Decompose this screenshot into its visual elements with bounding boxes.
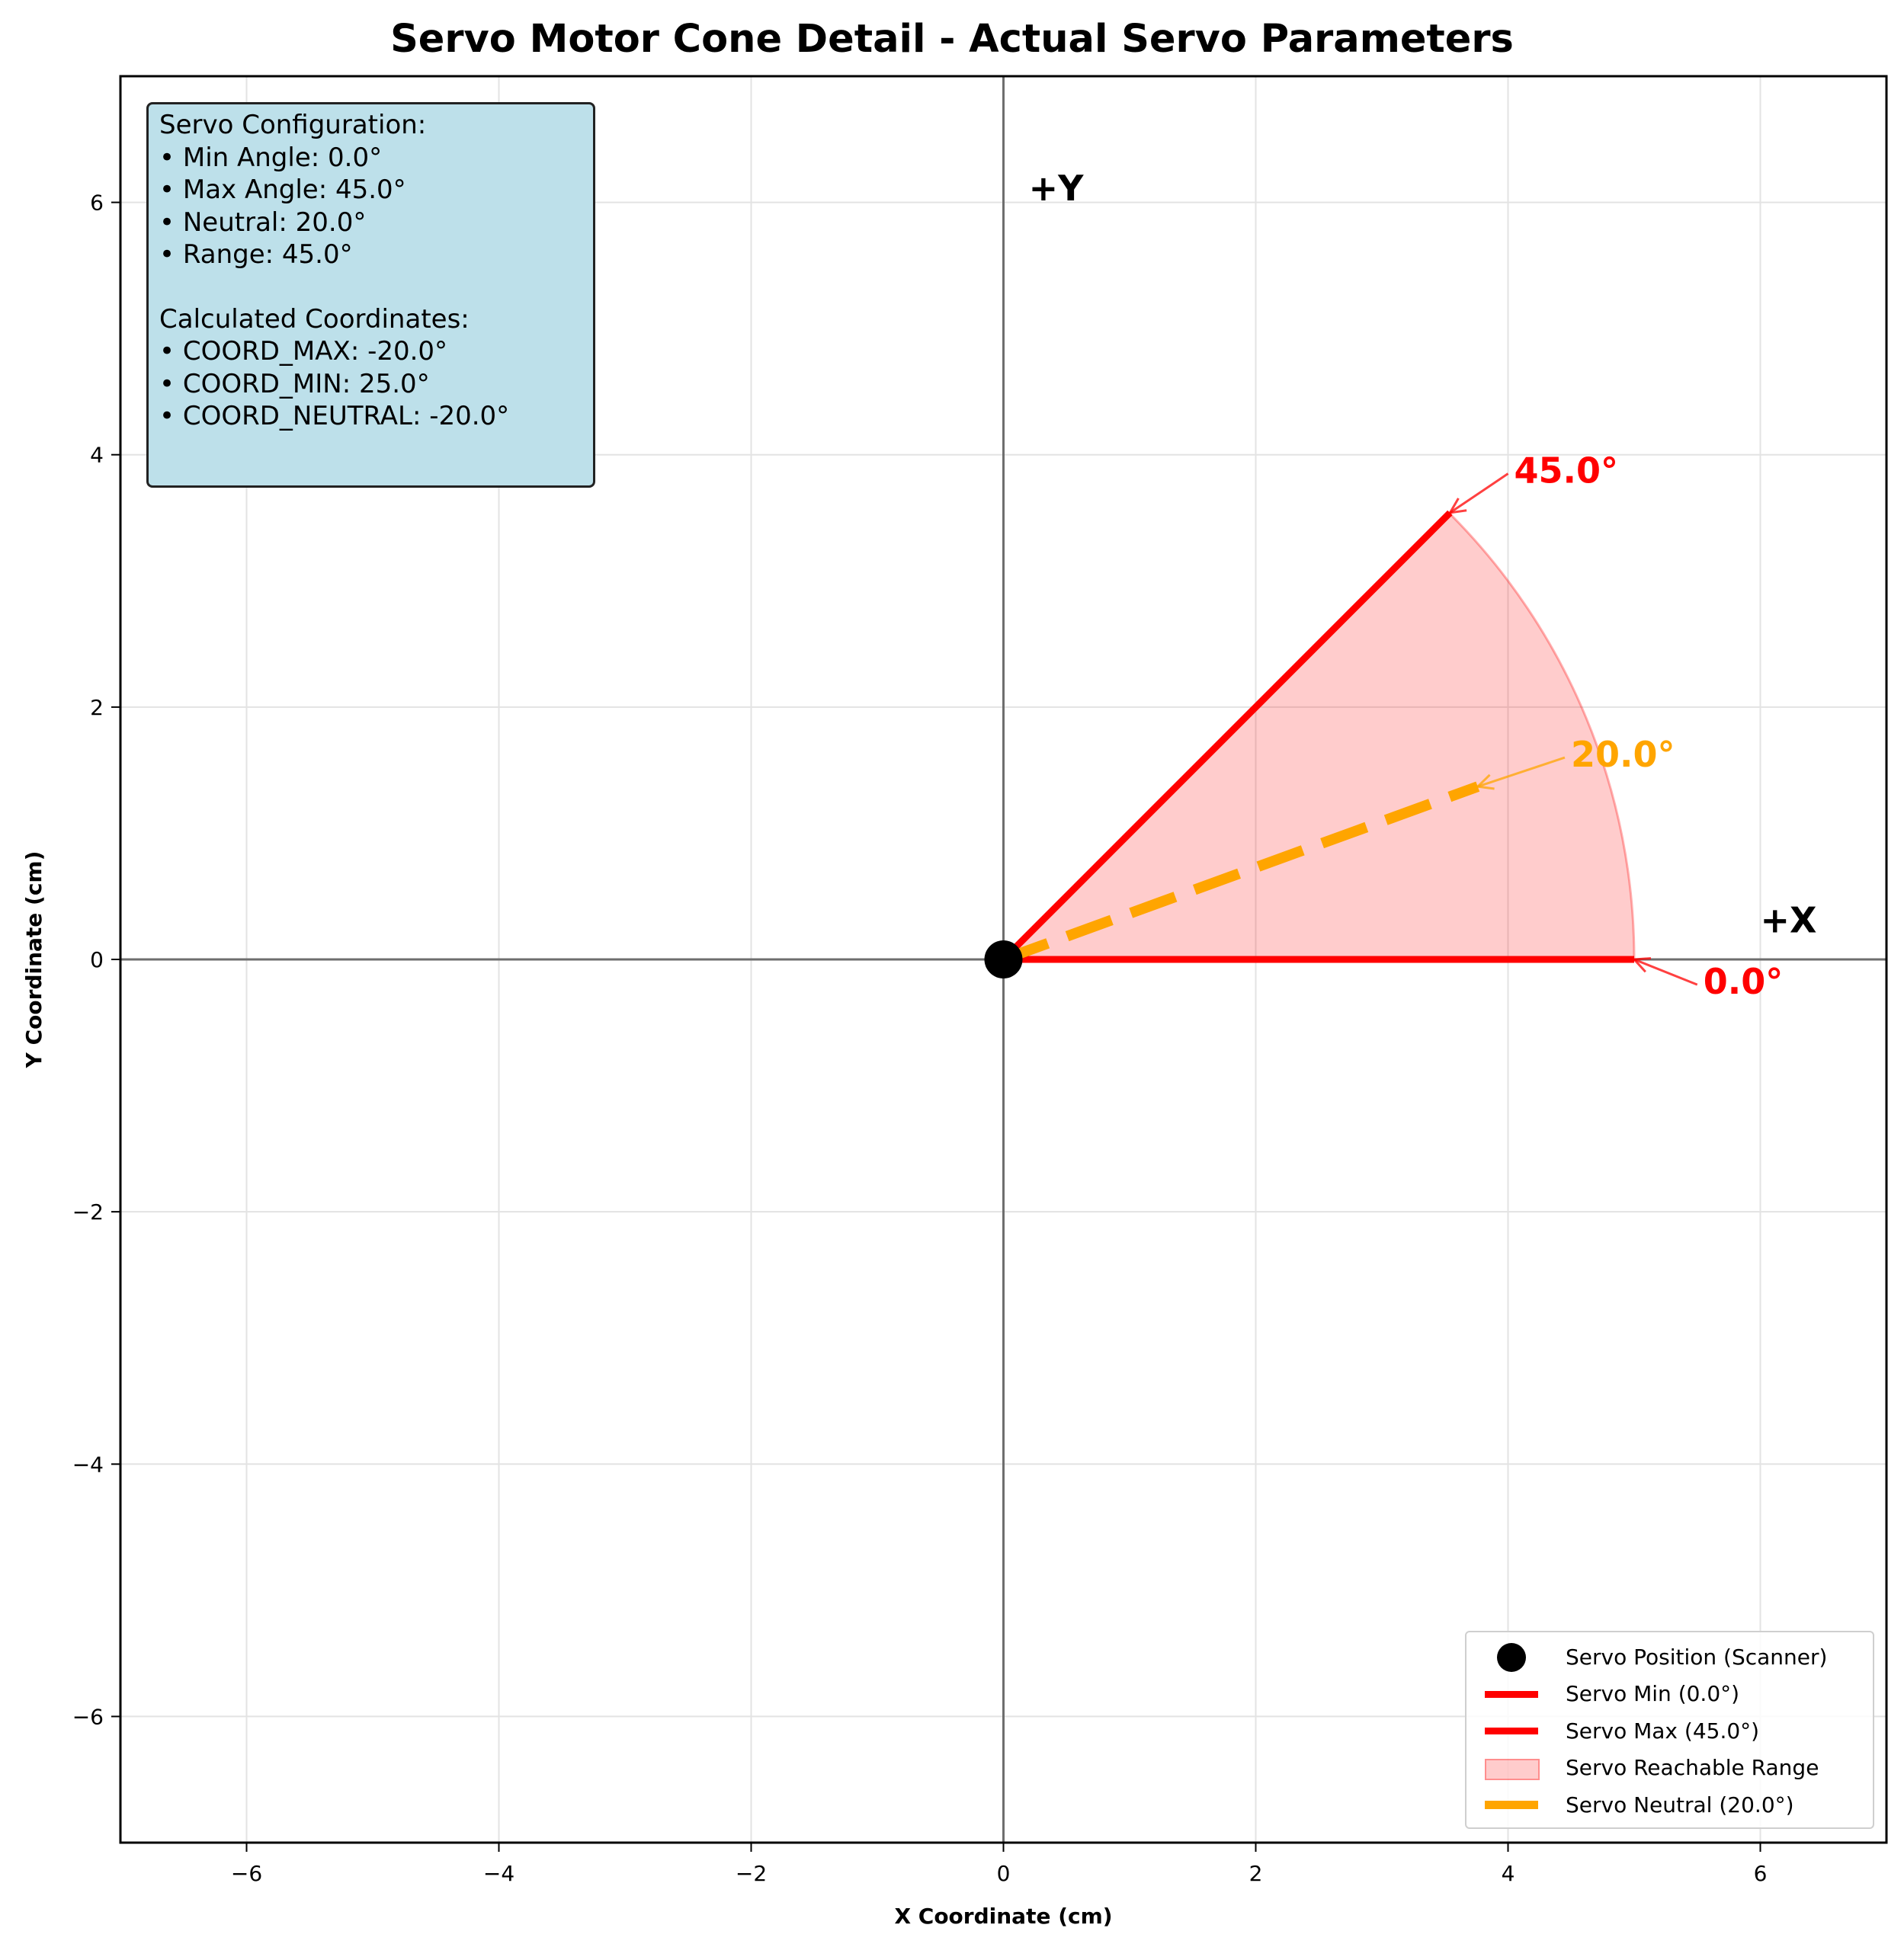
x-tick-label: −4	[483, 1861, 514, 1886]
annotation-label: 45.0°	[1515, 450, 1619, 492]
y-tick-label: 4	[90, 443, 104, 468]
servo-max-line	[1001, 510, 1453, 962]
x-tick-label: −6	[231, 1861, 262, 1886]
chart-legend: Servo Position (Scanner) Servo Min (0.0°…	[1465, 1631, 1874, 1829]
annotation-label: 20.0°	[1571, 734, 1675, 775]
legend-label: Servo Neutral (20.0°)	[1566, 1792, 1794, 1817]
annotation-label: 0.0°	[1704, 961, 1784, 1002]
annotation-label: +X	[1761, 899, 1817, 940]
annotation-arrowhead	[1475, 773, 1495, 790]
servo-neutral-line	[1002, 781, 1480, 965]
info-line: • Min Angle: 0.0°	[159, 142, 383, 173]
annotation-arrow	[1633, 958, 1698, 986]
reachable-range-wedge	[1000, 511, 1636, 961]
legend-label: Servo Reachable Range	[1566, 1755, 1819, 1781]
info-line: Servo Configuration:	[159, 110, 427, 140]
legend-item-servo-min: Servo Min (0.0°)	[1474, 1676, 1865, 1713]
legend-item-reachable-range: Servo Reachable Range	[1474, 1750, 1865, 1787]
pink-fill-swatch	[1474, 1753, 1550, 1783]
legend-item-servo-max: Servo Max (45.0°)	[1474, 1712, 1865, 1750]
annotation-arrowhead	[1447, 498, 1467, 514]
x-tick-label: 6	[1754, 1861, 1768, 1886]
plot-frame	[119, 75, 1888, 1844]
y-tick-label: 6	[90, 191, 104, 216]
info-line: • COORD_MIN: 25.0°	[159, 368, 430, 399]
annotation-arrowhead	[1631, 956, 1652, 973]
orange-dash-swatch	[1474, 1789, 1550, 1820]
info-line: • Max Angle: 45.0°	[159, 175, 406, 205]
red-line-swatch	[1474, 1679, 1550, 1709]
info-line: • Neutral: 20.0°	[159, 207, 367, 238]
info-spacer	[159, 271, 582, 303]
y-axis-label: Y Coordinate (cm)	[21, 851, 46, 1069]
legend-label: Servo Max (45.0°)	[1566, 1718, 1760, 1744]
x-tick-label: −2	[736, 1861, 767, 1886]
x-tick-label: 4	[1502, 1861, 1515, 1886]
legend-item-servo-position: Servo Position (Scanner)	[1474, 1638, 1865, 1676]
annotations: 45.0° 20.0° 0.0° +X +Y	[1029, 168, 1817, 1002]
y-tick-label: −6	[72, 1704, 104, 1729]
y-tick-label: 2	[90, 695, 104, 720]
y-tick-label: −4	[72, 1452, 104, 1477]
x-tick-label: 0	[997, 1861, 1011, 1886]
x-tick-label: 2	[1249, 1861, 1263, 1886]
chart-marks	[984, 510, 1636, 978]
annotation-arrow	[1449, 472, 1509, 514]
legend-label: Servo Position (Scanner)	[1566, 1644, 1828, 1670]
x-axis-label: X Coordinate (cm)	[894, 1904, 1112, 1929]
red-line-swatch	[1474, 1715, 1550, 1746]
info-line: • COORD_MAX: -20.0°	[159, 336, 448, 367]
annotation-label: +Y	[1029, 168, 1085, 209]
servo-position-marker	[984, 940, 1023, 978]
info-line: • Range: 45.0°	[159, 239, 353, 270]
legend-label: Servo Min (0.0°)	[1566, 1681, 1740, 1707]
y-tick-label: 0	[90, 947, 104, 972]
black-dot-swatch	[1474, 1641, 1550, 1673]
info-line: Calculated Coordinates:	[159, 303, 470, 335]
servo-info-box: Servo Configuration: • Min Angle: 0.0° •…	[146, 102, 595, 488]
annotation-arrow	[1477, 756, 1566, 788]
chart-title: Servo Motor Cone Detail - Actual Servo P…	[390, 17, 1514, 62]
y-tick-label: −2	[72, 1199, 104, 1225]
tick-labels: −6 −4 −2 0 2 4 6 −6 −4 −2 0 2 4 6	[72, 191, 1768, 1886]
info-line: • COORD_NEUTRAL: -20.0°	[159, 401, 510, 431]
legend-item-servo-neutral: Servo Neutral (20.0°)	[1474, 1786, 1865, 1824]
